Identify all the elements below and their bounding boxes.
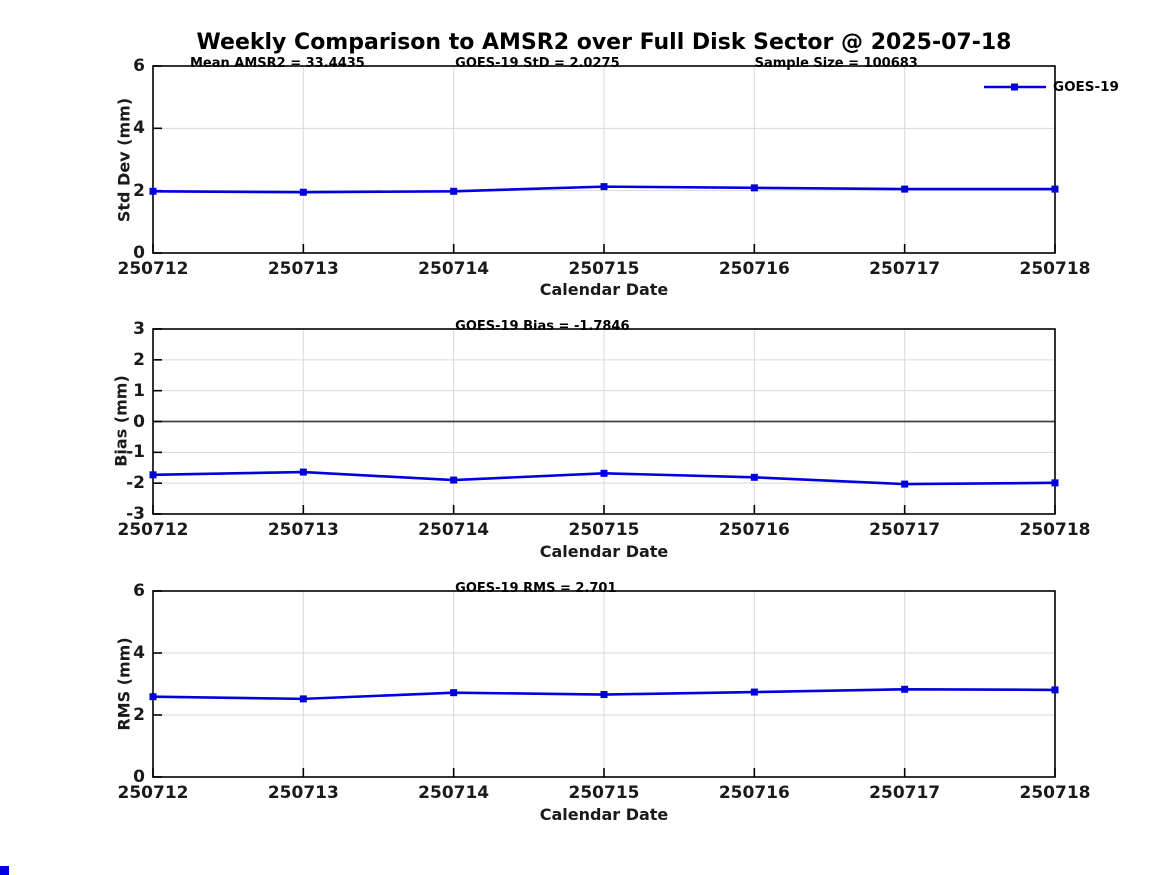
x-tick-label: 250716 xyxy=(718,520,790,540)
annotation-std-dev: Sample Size = 100683 xyxy=(754,56,918,71)
x-tick-label: 250712 xyxy=(117,520,189,540)
y-tick-label: 0 xyxy=(133,767,145,787)
x-tick-label: 250717 xyxy=(869,783,941,803)
corner-mark xyxy=(0,866,9,875)
x-tick-label: 250716 xyxy=(718,783,790,803)
chart-title: Weekly Comparison to AMSR2 over Full Dis… xyxy=(196,30,1012,55)
x-tick-label: 250718 xyxy=(1019,259,1091,279)
y-tick-label: 3 xyxy=(133,319,145,339)
xlabel-std-dev: Calendar Date xyxy=(539,280,669,299)
annotation-rms: GOES-19 RMS = 2.701 xyxy=(455,581,617,596)
annotation-std-dev: GOES-19 StD = 2.0275 xyxy=(455,56,620,71)
x-tick-label: 250718 xyxy=(1019,520,1091,540)
legend: GOES-19 xyxy=(983,79,1119,95)
xlabel-bias: Calendar Date xyxy=(539,542,669,561)
x-tick-label: 250716 xyxy=(718,259,790,279)
x-tick-label: 250713 xyxy=(267,259,339,279)
xlabel-rms: Calendar Date xyxy=(539,805,669,824)
y-tick-label: 6 xyxy=(133,581,145,601)
x-tick-label: 250717 xyxy=(869,520,941,540)
x-tick-label: 250715 xyxy=(568,520,640,540)
legend-label: GOES-19 xyxy=(1053,79,1119,95)
x-tick-label: 250712 xyxy=(117,783,189,803)
y-tick-label: 2 xyxy=(133,349,145,370)
x-tick-label: 250717 xyxy=(869,259,941,279)
y-tick-label: 1 xyxy=(133,380,145,401)
y-tick-label: 4 xyxy=(133,118,145,139)
x-tick-label: 250712 xyxy=(117,259,189,279)
x-tick-label: 250718 xyxy=(1019,783,1091,803)
y-tick-label: 2 xyxy=(133,705,145,725)
x-tick-label: 250713 xyxy=(267,520,339,540)
x-tick-label: 250715 xyxy=(568,783,640,803)
y-tick-label: 2 xyxy=(133,180,145,201)
x-tick-label: 250715 xyxy=(568,259,640,279)
x-tick-label: 250714 xyxy=(418,783,490,803)
ylabel-std-dev: Std Dev (mm) xyxy=(114,97,134,223)
y-tick-label: -1 xyxy=(126,442,145,463)
legend-line-marker-icon xyxy=(984,83,1046,91)
y-tick-label: -2 xyxy=(126,473,145,494)
y-tick-label: -3 xyxy=(126,504,145,524)
x-tick-label: 250714 xyxy=(418,520,490,540)
annotation-bias: GOES-19 Bias = -1.7846 xyxy=(455,319,630,334)
annotation-std-dev: Mean AMSR2 = 33.4435 xyxy=(189,56,365,71)
x-tick-label: 250714 xyxy=(418,259,490,279)
y-tick-label: 4 xyxy=(133,643,145,663)
y-tick-label: 0 xyxy=(133,243,145,263)
y-tick-label: 6 xyxy=(133,56,145,76)
y-tick-label: 0 xyxy=(133,411,145,432)
x-tick-label: 250713 xyxy=(267,783,339,803)
